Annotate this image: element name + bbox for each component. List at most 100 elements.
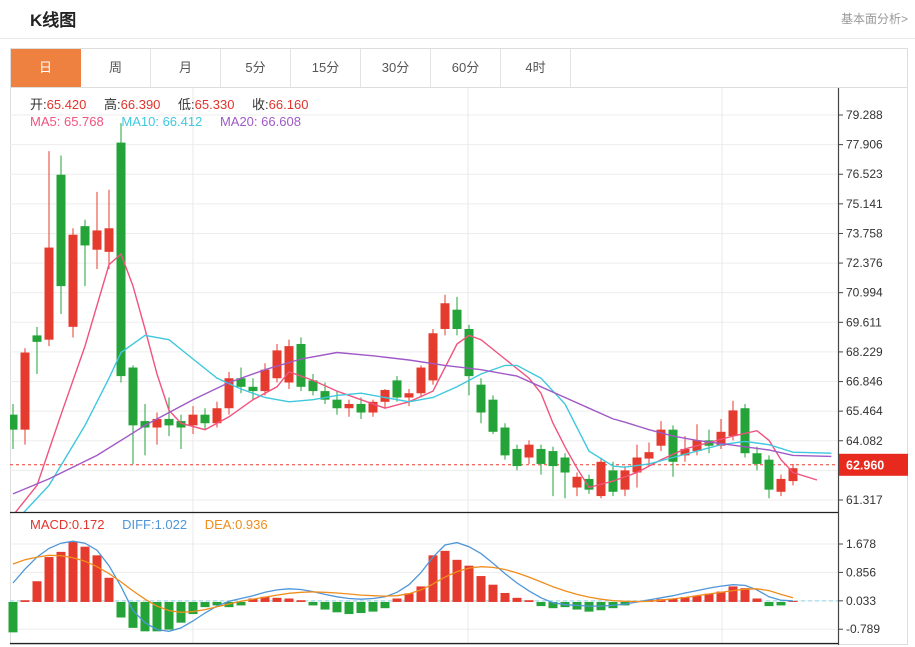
macd-bar bbox=[308, 601, 318, 606]
candle bbox=[176, 421, 186, 428]
axis-tick-label: 69.611 bbox=[846, 315, 882, 329]
candle bbox=[140, 421, 150, 428]
macd-bar bbox=[512, 597, 522, 602]
macd-bar bbox=[200, 601, 210, 608]
fundamental-analysis-link[interactable]: 基本面分析> bbox=[840, 12, 908, 26]
axis-tick-label: 66.846 bbox=[846, 375, 883, 389]
axis-tick-label: 65.464 bbox=[846, 404, 883, 418]
macd-bar bbox=[140, 601, 150, 632]
axis-tick-label: 0.856 bbox=[846, 565, 876, 579]
candle bbox=[344, 403, 354, 409]
axis-tick-label: 79.288 bbox=[846, 108, 883, 122]
candle bbox=[128, 367, 138, 426]
candle bbox=[764, 459, 774, 490]
tab-30min[interactable]: 30分 bbox=[361, 49, 431, 87]
candle bbox=[776, 478, 786, 492]
tab-5min[interactable]: 5分 bbox=[221, 49, 291, 87]
candle bbox=[212, 408, 222, 424]
ma10-line bbox=[23, 334, 832, 512]
candle bbox=[572, 476, 582, 488]
axis-tick-label: -0.789 bbox=[846, 622, 880, 636]
candle bbox=[392, 380, 402, 398]
chart-outer-border bbox=[10, 88, 908, 645]
candle bbox=[236, 378, 246, 387]
candle bbox=[20, 352, 30, 430]
macd-bar bbox=[8, 601, 18, 633]
macd-bar bbox=[416, 586, 426, 602]
dea-value: DEA:0.936 bbox=[204, 517, 268, 532]
candle bbox=[416, 367, 426, 394]
ma5-legend: MA5: 65.768 bbox=[30, 114, 104, 129]
candle bbox=[224, 378, 234, 409]
macd-bar bbox=[56, 551, 66, 602]
tab-60min[interactable]: 60分 bbox=[431, 49, 501, 87]
candle bbox=[200, 414, 210, 424]
candle bbox=[296, 343, 306, 387]
axis-tick-label: 70.994 bbox=[846, 286, 883, 300]
macd-bar bbox=[704, 593, 714, 602]
macd-bar bbox=[464, 565, 474, 602]
macd-legend: MACD:0.172 DIFF:1.022 DEA:0.936 bbox=[30, 517, 282, 532]
macd-bar bbox=[404, 593, 414, 602]
tab-week[interactable]: 周 bbox=[81, 49, 151, 87]
ohlc-legend: 开:65.420 高:66.390 低:65.330 收:66.160 bbox=[30, 94, 322, 113]
macd-bar bbox=[272, 597, 282, 602]
candle bbox=[10, 414, 18, 430]
macd-bar bbox=[536, 601, 546, 607]
tab-day[interactable]: 日 bbox=[11, 49, 81, 87]
macd-bar bbox=[80, 546, 90, 602]
axis-tick-label: 61.317 bbox=[846, 493, 883, 507]
macd-bar bbox=[212, 601, 222, 606]
ohlc-low: 低:65.330 bbox=[178, 97, 235, 112]
macd-bar bbox=[788, 600, 798, 602]
candle bbox=[164, 418, 174, 426]
candle bbox=[752, 453, 762, 464]
candle bbox=[464, 328, 474, 377]
macd-bar bbox=[548, 601, 558, 609]
candle bbox=[644, 452, 654, 459]
macd-bar bbox=[20, 600, 30, 602]
macd-bar bbox=[68, 541, 78, 602]
macd-bar bbox=[116, 601, 126, 618]
macd-bar bbox=[488, 584, 498, 602]
ohlc-high: 高:66.390 bbox=[104, 97, 161, 112]
candle bbox=[788, 468, 798, 482]
macd-bar bbox=[368, 601, 378, 612]
ma20-legend: MA20: 66.608 bbox=[219, 114, 301, 129]
macd-bar bbox=[44, 557, 54, 602]
candle bbox=[32, 335, 42, 342]
macd-bar bbox=[32, 581, 42, 602]
tab-15min[interactable]: 15分 bbox=[291, 49, 361, 87]
candle bbox=[380, 390, 390, 402]
macd-bar bbox=[152, 601, 162, 632]
macd-bar bbox=[584, 601, 594, 612]
current-price-badge bbox=[839, 453, 908, 476]
ma10-legend: MA10: 66.412 bbox=[121, 114, 203, 129]
macd-bar bbox=[92, 555, 102, 602]
macd-bar bbox=[260, 596, 270, 602]
candle bbox=[560, 457, 570, 473]
candle bbox=[308, 380, 318, 392]
title-divider bbox=[0, 38, 915, 39]
macd-bar bbox=[128, 601, 138, 628]
macd-bar bbox=[356, 601, 366, 614]
macd-bar bbox=[716, 591, 726, 602]
ohlc-close: 收:66.160 bbox=[252, 97, 309, 112]
candle bbox=[488, 399, 498, 432]
ohlc-open: 开:65.420 bbox=[30, 97, 87, 112]
dea-line bbox=[12, 554, 794, 613]
candle bbox=[188, 414, 198, 426]
page-title: K线图 bbox=[30, 11, 77, 30]
candle bbox=[116, 142, 126, 377]
tab-4hour[interactable]: 4时 bbox=[501, 49, 571, 87]
macd-bar bbox=[284, 598, 294, 602]
macd-bar bbox=[344, 601, 354, 615]
candle bbox=[104, 228, 114, 252]
macd-bar bbox=[392, 598, 402, 602]
tab-month[interactable]: 月 bbox=[151, 49, 221, 87]
candle bbox=[596, 461, 606, 497]
macd-bar bbox=[728, 586, 738, 602]
candles-layer bbox=[10, 123, 832, 512]
candle bbox=[680, 448, 690, 456]
